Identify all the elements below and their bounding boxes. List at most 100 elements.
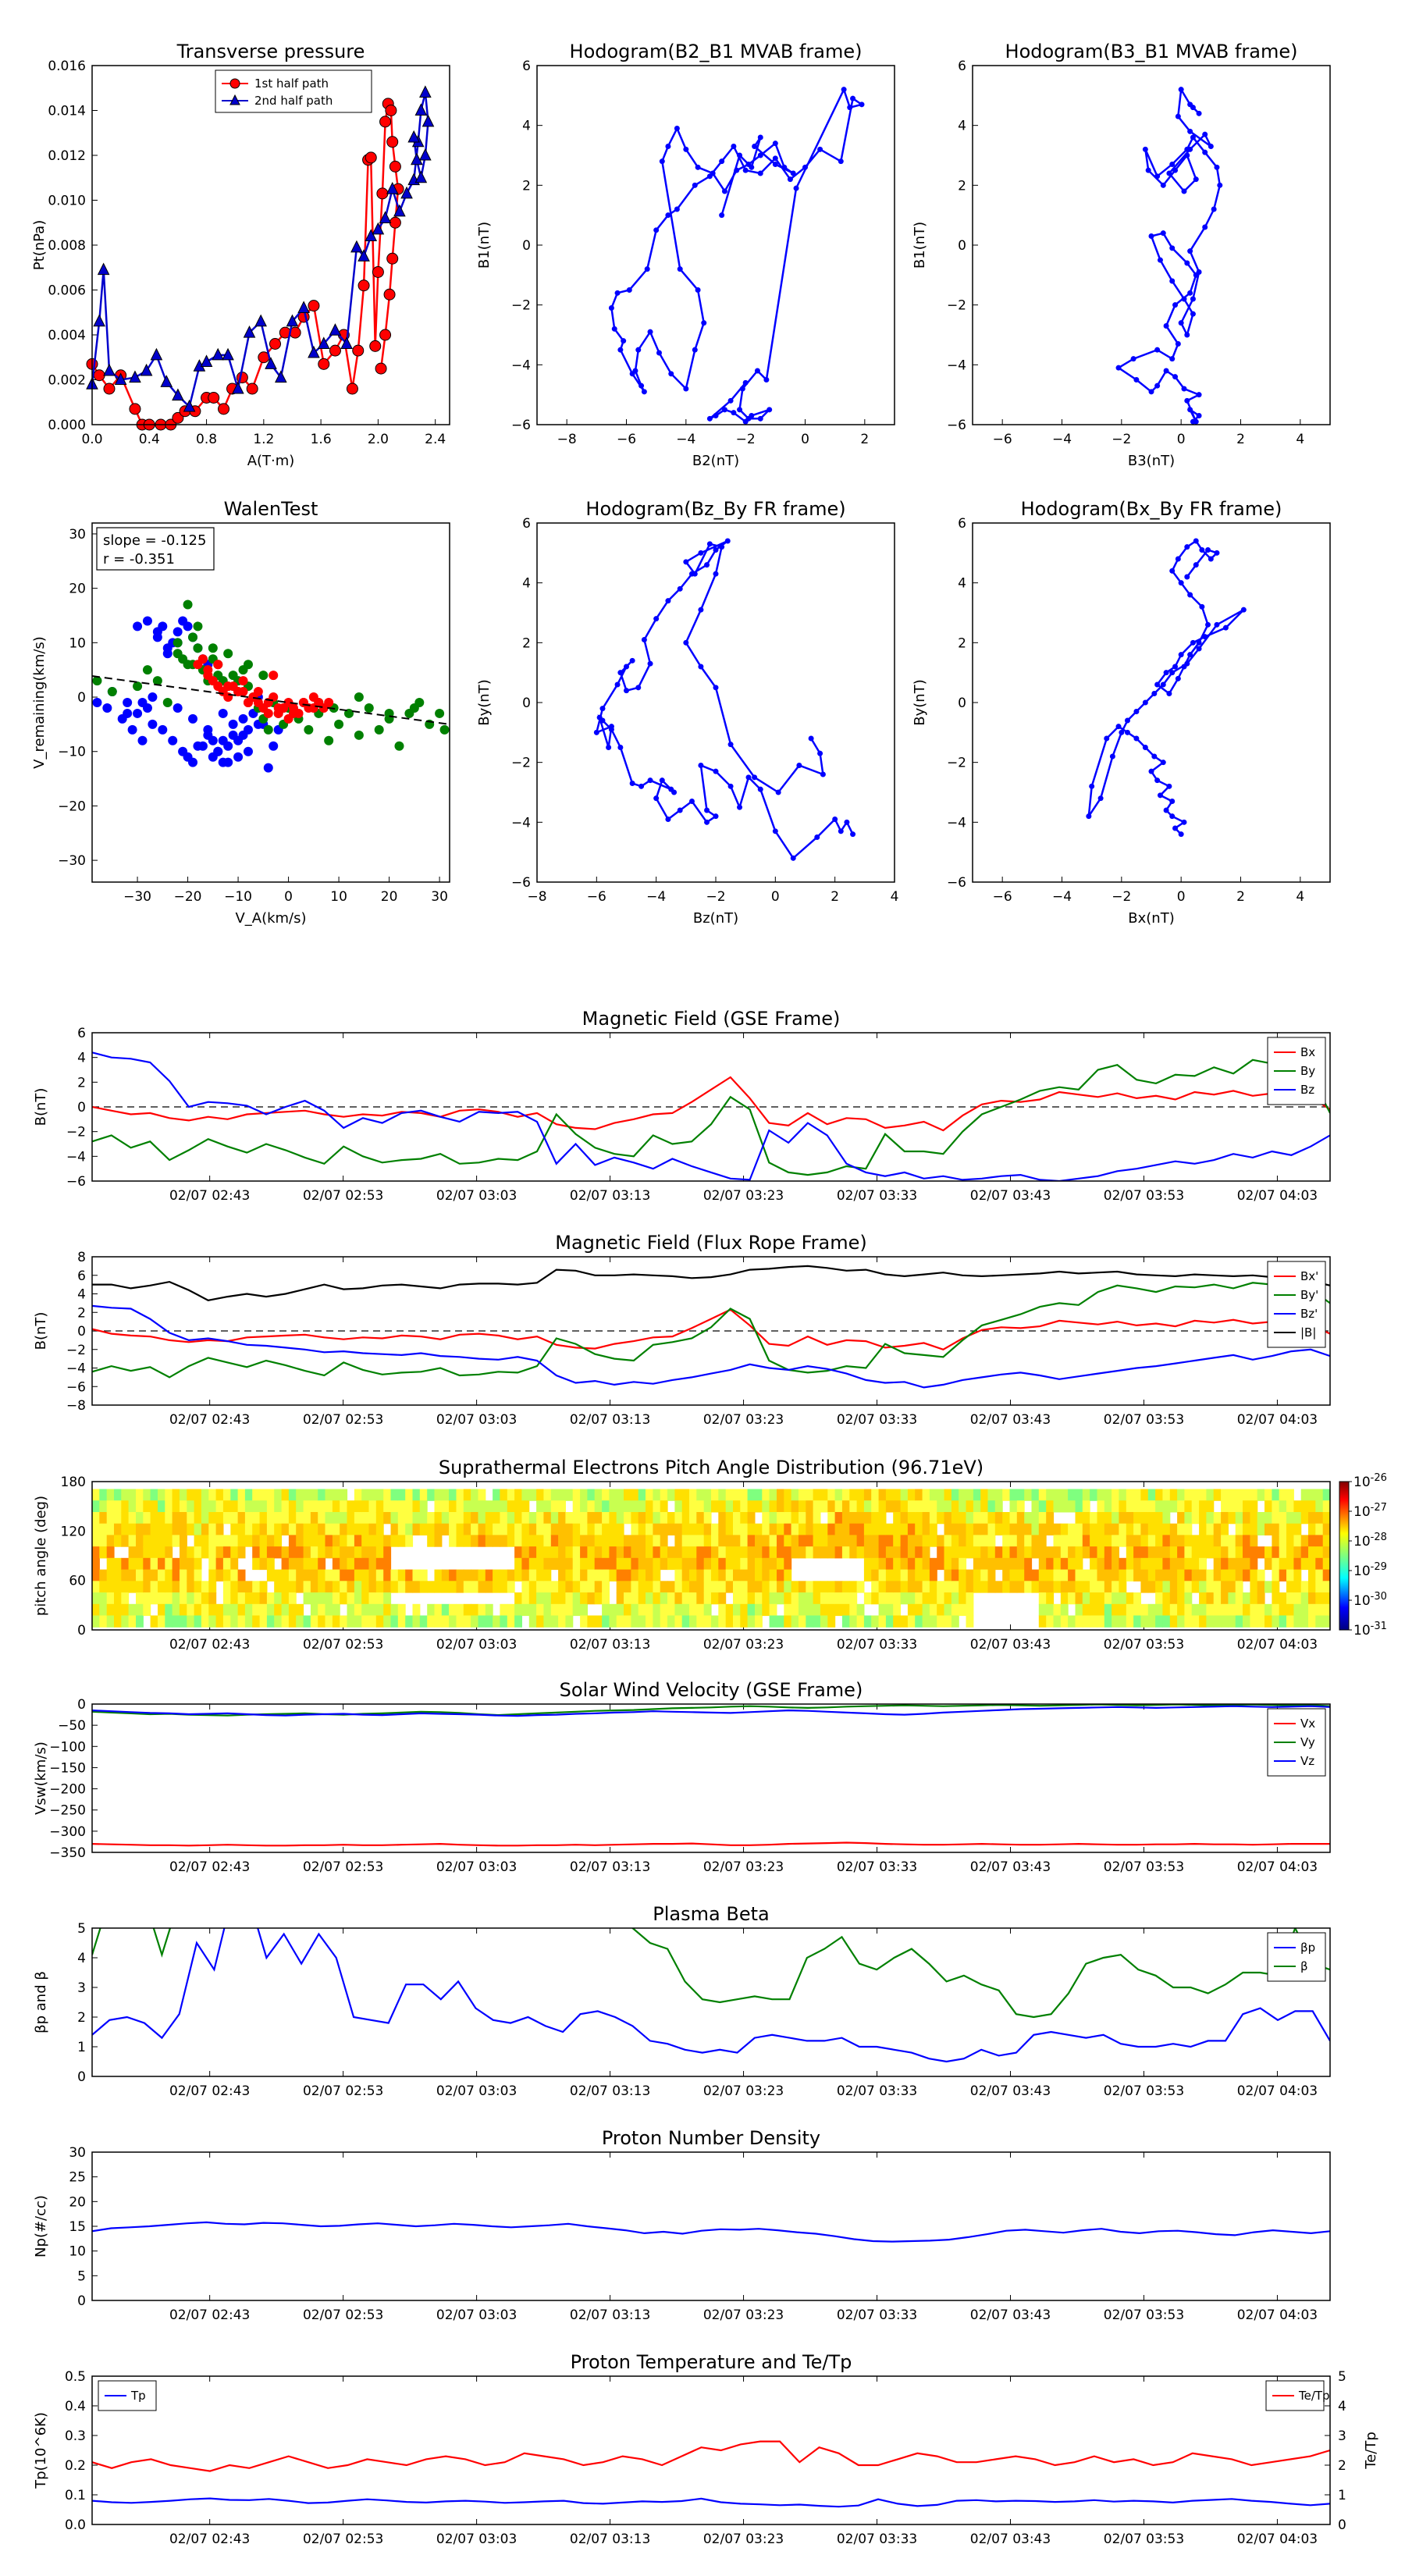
heatmap-cell xyxy=(1104,1523,1112,1535)
data-marker xyxy=(1148,768,1154,774)
data-marker xyxy=(419,85,432,98)
scatter-point xyxy=(123,708,133,718)
heatmap-cell xyxy=(849,1535,858,1547)
heatmap-cell xyxy=(441,1569,450,1582)
data-marker xyxy=(727,397,734,404)
heatmap-cell xyxy=(572,1523,581,1535)
x-tick-label: 2.0 xyxy=(368,432,389,447)
y-tick-label: 0 xyxy=(77,690,86,706)
heatmap-cell xyxy=(222,1615,231,1628)
heatmap-cell xyxy=(1082,1489,1090,1501)
data-marker xyxy=(653,227,660,233)
heatmap-cell xyxy=(856,1512,865,1525)
heatmap-cell xyxy=(674,1581,683,1593)
heatmap-cell xyxy=(1286,1581,1294,1593)
data-marker xyxy=(1154,173,1161,180)
heatmap-cell xyxy=(434,1615,443,1628)
chart-title: Suprathermal Electrons Pitch Angle Distr… xyxy=(439,1457,984,1478)
heatmap-cell xyxy=(172,1569,180,1582)
y-tick-label: −100 xyxy=(49,1739,86,1755)
heatmap-cell xyxy=(441,1603,450,1617)
heatmap-cell xyxy=(99,1535,108,1547)
heatmap-cell xyxy=(296,1546,304,1559)
heatmap-cell xyxy=(624,1489,631,1501)
heatmap-cell xyxy=(158,1489,165,1501)
heatmap-cell xyxy=(1097,1535,1105,1547)
heatmap-cell xyxy=(1031,1489,1040,1501)
chart-title: Plasma Beta xyxy=(653,1903,769,1925)
data-marker xyxy=(1175,113,1181,119)
heatmap-cell xyxy=(703,1523,712,1535)
heatmap-cell xyxy=(266,1603,275,1617)
heatmap-cell xyxy=(1162,1500,1171,1513)
y-axis-label: By(nT) xyxy=(912,679,928,725)
heatmap-cell xyxy=(1038,1603,1047,1617)
heatmap-cell xyxy=(390,1512,399,1525)
heatmap-cell xyxy=(1112,1615,1119,1628)
scatter-point xyxy=(258,671,269,681)
series-line xyxy=(92,1265,1330,1301)
x-tick-label: 02/07 02:53 xyxy=(303,2307,383,2323)
heatmap-cell xyxy=(1119,1569,1127,1582)
heatmap-cell xyxy=(340,1557,348,1571)
heatmap-cell xyxy=(194,1500,202,1513)
heatmap-cell xyxy=(893,1500,902,1513)
heatmap-cell xyxy=(266,1489,275,1501)
data-marker xyxy=(1184,332,1190,338)
chart-title: Magnetic Field (Flux Rope Frame) xyxy=(555,1232,866,1254)
data-marker xyxy=(599,706,606,712)
heatmap-cell xyxy=(834,1592,843,1605)
x-tick-label: 0.8 xyxy=(196,432,217,447)
heatmap-cell xyxy=(769,1581,777,1593)
data-marker xyxy=(1130,356,1136,362)
heatmap-cell xyxy=(915,1512,923,1525)
heatmap-cell xyxy=(383,1569,392,1582)
heatmap-cell xyxy=(375,1557,384,1571)
heatmap-cell xyxy=(711,1557,719,1571)
x-axis-label: V_A(km/s) xyxy=(235,910,306,927)
heatmap-cell xyxy=(1155,1500,1163,1513)
heatmap-cell xyxy=(397,1603,406,1617)
heatmap-cell xyxy=(681,1615,690,1628)
scatter-point xyxy=(197,741,208,751)
legend-label: By' xyxy=(1300,1288,1318,1302)
heatmap-cell xyxy=(1191,1512,1200,1525)
heatmap-cell xyxy=(478,1489,486,1501)
heatmap-cell xyxy=(849,1581,858,1593)
heatmap-cell xyxy=(128,1615,137,1628)
heatmap-cell xyxy=(959,1523,967,1535)
heatmap-cell xyxy=(834,1546,843,1559)
heatmap-cell xyxy=(827,1603,836,1617)
heatmap-cell xyxy=(747,1557,756,1571)
heatmap-cell xyxy=(150,1535,158,1547)
heatmap-cell xyxy=(747,1603,756,1617)
x-tick-label: 02/07 02:53 xyxy=(303,1859,383,1875)
heatmap-cell xyxy=(1031,1523,1040,1535)
data-marker xyxy=(1169,162,1176,167)
heatmap-cell xyxy=(1038,1546,1047,1559)
heatmap-cell xyxy=(660,1512,668,1525)
data-marker xyxy=(1178,320,1184,326)
heatmap-cell xyxy=(507,1512,515,1525)
heatmap-cell xyxy=(1228,1615,1236,1628)
heatmap-cell xyxy=(594,1615,603,1628)
heatmap-cell xyxy=(1053,1557,1062,1571)
heatmap-cell xyxy=(689,1615,697,1628)
heatmap-cell xyxy=(733,1581,741,1593)
heatmap-cell xyxy=(507,1569,515,1582)
heatmap-cell xyxy=(259,1546,268,1559)
heatmap-cell xyxy=(1068,1581,1076,1593)
heatmap-cell xyxy=(172,1557,180,1571)
data-marker xyxy=(1157,792,1163,799)
data-marker xyxy=(129,370,141,383)
heatmap-cell xyxy=(521,1489,530,1501)
data-marker xyxy=(172,411,184,424)
heatmap-cell xyxy=(288,1500,297,1513)
heatmap-cell xyxy=(703,1500,712,1513)
heatmap-cell xyxy=(1293,1557,1302,1571)
heatmap-cell xyxy=(354,1535,362,1547)
heatmap-cell xyxy=(1031,1512,1040,1525)
heatmap-cell xyxy=(1155,1569,1163,1582)
heatmap-cell xyxy=(922,1512,930,1525)
heatmap-cell xyxy=(915,1581,923,1593)
